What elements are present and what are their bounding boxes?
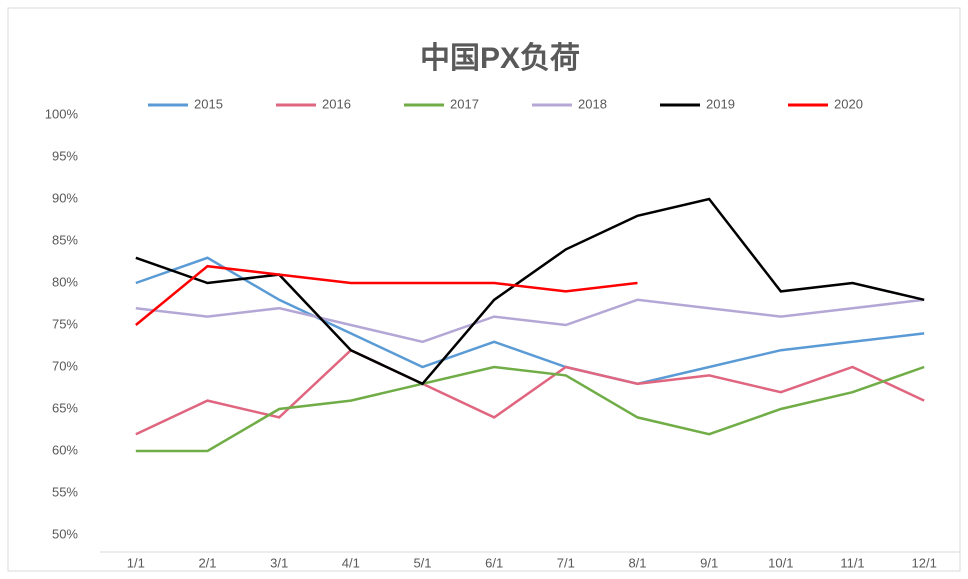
y-tick-label: 100% — [45, 106, 79, 121]
y-tick-label: 90% — [52, 190, 78, 205]
x-tick-label: 12/1 — [912, 555, 937, 570]
x-tick-label: 8/1 — [628, 555, 646, 570]
series-line — [135, 256, 925, 386]
legend-label: 2015 — [194, 96, 223, 111]
x-tick-label: 3/1 — [270, 555, 288, 570]
x-tick-label: 7/1 — [557, 555, 575, 570]
y-tick-label: 70% — [52, 358, 78, 373]
y-tick-label: 65% — [52, 400, 78, 415]
x-tick-label: 6/1 — [485, 555, 503, 570]
x-tick-label: 2/1 — [198, 555, 216, 570]
legend-label: 2017 — [450, 96, 479, 111]
x-tick-label: 4/1 — [342, 555, 360, 570]
y-tick-label: 50% — [52, 526, 78, 541]
y-tick-label: 60% — [52, 442, 78, 457]
series-line — [135, 365, 925, 453]
y-tick-label: 80% — [52, 274, 78, 289]
series-line — [135, 197, 925, 386]
y-tick-label: 95% — [52, 148, 78, 163]
y-tick-label: 75% — [52, 316, 78, 331]
series-line — [135, 298, 925, 344]
y-tick-label: 85% — [52, 232, 78, 247]
legend-label: 2019 — [706, 96, 735, 111]
y-tick-label: 55% — [52, 484, 78, 499]
series-line — [135, 264, 638, 326]
x-tick-label: 5/1 — [413, 555, 431, 570]
chart-frame — [7, 7, 961, 572]
x-tick-label: 10/1 — [768, 555, 793, 570]
x-tick-label: 11/1 — [840, 555, 864, 570]
x-tick-label: 1/1 — [127, 555, 145, 570]
legend-label: 2016 — [322, 96, 351, 111]
legend-label: 2020 — [834, 96, 863, 111]
chart-title: 中国PX负荷 — [420, 42, 580, 75]
x-tick-label: 9/1 — [700, 555, 718, 570]
legend-label: 2018 — [578, 96, 607, 111]
